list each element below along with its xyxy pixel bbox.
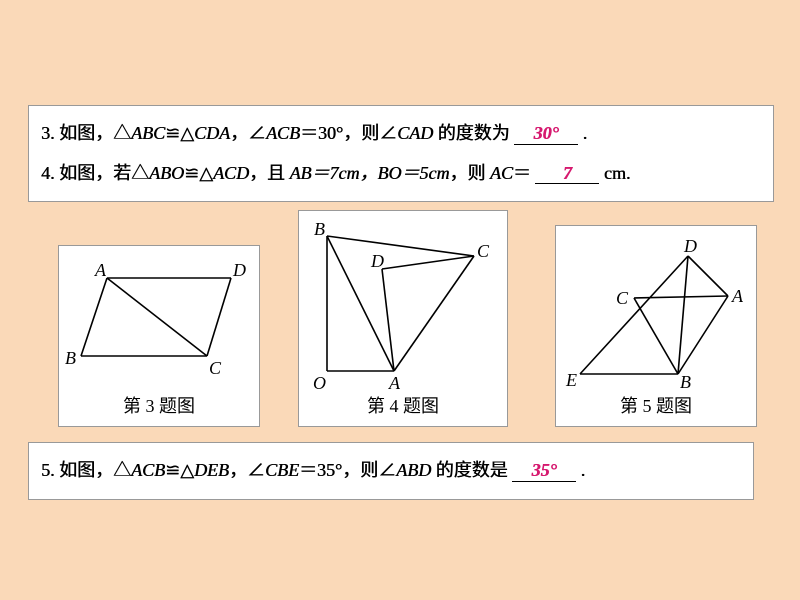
q3-ang2: CAD	[397, 123, 433, 143]
q4-eqs: AB＝7cm，BO＝5cm	[289, 163, 449, 183]
q4-tri1: ABO	[149, 163, 184, 183]
svg-text:C: C	[209, 358, 222, 378]
q4-mid: ，且	[249, 163, 290, 183]
figure-5: E B A D C 第 5 题图	[555, 225, 757, 427]
q5-mid: ，∠	[229, 460, 265, 480]
q5-tri1: ACB	[131, 460, 165, 480]
problem-4: 4. 如图，若△ABO≌△ACD，且 AB＝7cm，BO＝5cm，则 AC＝ 7…	[41, 154, 761, 194]
svg-text:E: E	[565, 370, 577, 390]
svg-text:D: D	[232, 260, 246, 280]
q3-cong: ≌△	[165, 123, 194, 143]
q5-tri2: DEB	[194, 460, 229, 480]
q5-ang2: ABD	[396, 460, 431, 480]
figure-3: A D B C 第 3 题图	[58, 245, 260, 427]
problem-5-box: 5. 如图，△ACB≌△DEB，∠CBE＝35°，则∠ABD 的度数是 35° …	[28, 442, 754, 500]
q4-unit: cm.	[604, 163, 631, 183]
q5-cong: ≌△	[165, 460, 194, 480]
q3-ang1: ACB	[266, 123, 300, 143]
q3-tail: .	[583, 123, 588, 143]
q5-pre: 5. 如图，△	[41, 460, 131, 480]
q3-answer: 30°	[534, 123, 559, 143]
q3-tri1: ABC	[131, 123, 165, 143]
svg-text:B: B	[680, 372, 691, 392]
figure-5-svg: E B A D C	[556, 226, 756, 396]
svg-text:O: O	[313, 373, 326, 393]
svg-text:C: C	[616, 288, 629, 308]
svg-text:A: A	[731, 286, 744, 306]
q4-pre: 4. 如图，若△	[41, 163, 149, 183]
q3-tri2: CDA	[194, 123, 230, 143]
q4-cong: ≌△	[184, 163, 213, 183]
q5-answer: 35°	[532, 460, 557, 480]
q5-post: 的度数是	[431, 460, 508, 480]
problem-5: 5. 如图，△ACB≌△DEB，∠CBE＝35°，则∠ABD 的度数是 35° …	[41, 451, 741, 491]
q3-blank: 30°	[514, 124, 578, 145]
svg-text:D: D	[370, 251, 384, 271]
q3-eq: ＝30°，则∠	[300, 123, 397, 143]
q5-tail: .	[581, 460, 586, 480]
svg-text:C: C	[477, 241, 490, 261]
q4-eq: ＝	[513, 163, 531, 183]
figure-4-svg: O B A D C	[299, 211, 507, 396]
svg-text:B: B	[65, 348, 76, 368]
svg-text:A: A	[94, 260, 107, 280]
q3-mid: ，∠	[230, 123, 266, 143]
figure-3-svg: A D B C	[59, 246, 259, 396]
q5-ang1: CBE	[265, 460, 299, 480]
q3-pre: 3. 如图，△	[41, 123, 131, 143]
figure-3-caption: 第 3 题图	[59, 392, 259, 418]
svg-text:B: B	[314, 219, 325, 239]
svg-text:D: D	[683, 236, 697, 256]
figure-4: O B A D C 第 4 题图	[298, 210, 508, 427]
q3-post: 的度数为	[433, 123, 510, 143]
q5-blank: 35°	[512, 461, 576, 482]
q4-answer: 7	[563, 163, 572, 183]
figure-5-caption: 第 5 题图	[556, 392, 756, 418]
problems-3-4: 3. 如图，△ABC≌△CDA，∠ACB＝30°，则∠CAD 的度数为 30° …	[28, 105, 774, 202]
problem-3: 3. 如图，△ABC≌△CDA，∠ACB＝30°，则∠CAD 的度数为 30° …	[41, 114, 761, 154]
q4-then: ，则	[449, 163, 490, 183]
q5-eq: ＝35°，则∠	[299, 460, 396, 480]
q4-tri2: ACD	[213, 163, 249, 183]
q4-var: AC	[490, 163, 513, 183]
figure-4-caption: 第 4 题图	[299, 392, 507, 418]
svg-text:A: A	[388, 373, 401, 393]
q4-blank: 7	[535, 164, 599, 185]
